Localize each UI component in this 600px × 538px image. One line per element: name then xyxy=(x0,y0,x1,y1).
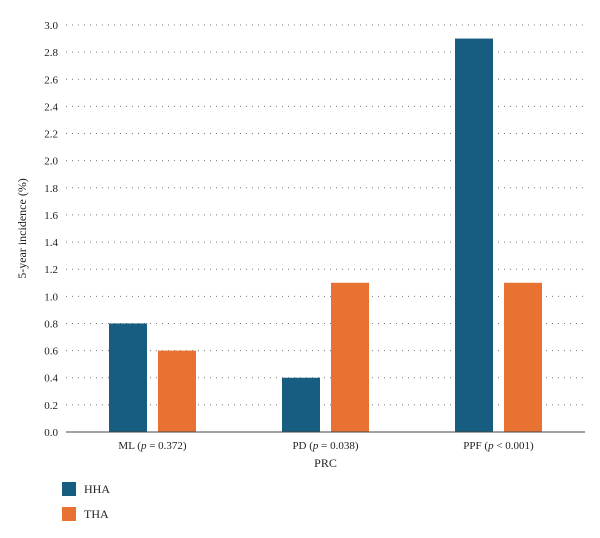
y-axis-title: 5-year incidence (%) xyxy=(15,178,29,279)
legend-label-hha: HHA xyxy=(84,481,110,496)
bar-hha-0 xyxy=(109,323,147,432)
legend-label-tha: THA xyxy=(84,506,109,521)
y-tick-label: 0.4 xyxy=(44,373,58,385)
bar-tha-1 xyxy=(331,282,369,432)
y-tick-label: 1.8 xyxy=(44,183,58,195)
bar-tha-0 xyxy=(158,350,196,432)
y-tick-label: 2.2 xyxy=(44,129,58,141)
y-tick-label: 0.2 xyxy=(44,400,58,412)
x-tick-label: ML (p = 0.372) xyxy=(118,440,186,452)
y-tick-labels: 0.0 0.2 0.4 0.6 0.8 1.0 1.2 1.4 1.6 1.8 2.0 2.2 2.4 2… xyxy=(44,20,58,439)
y-tick-label: 2.8 xyxy=(44,47,58,59)
y-tick-label: 2.0 xyxy=(44,156,58,168)
x-tick-label: PD (p = 0.038) xyxy=(292,440,358,452)
y-tick-label: 0.8 xyxy=(44,318,58,330)
y-tick-label: 2.4 xyxy=(44,101,58,113)
legend-item-tha: THA xyxy=(62,506,110,522)
legend-swatch-tha xyxy=(62,507,76,521)
bar-tha-2 xyxy=(504,282,542,432)
y-tick-label: 1.2 xyxy=(44,264,58,276)
bars xyxy=(109,38,542,433)
y-tick-label: 0.6 xyxy=(44,346,58,358)
y-tick-label: 1.6 xyxy=(44,210,58,222)
bar-hha-2 xyxy=(455,38,493,433)
y-tick-label: 1.0 xyxy=(44,291,58,303)
y-tick-label: 0.0 xyxy=(44,427,58,439)
gridlines xyxy=(66,24,585,406)
x-axis-title: PRC xyxy=(314,456,337,470)
x-tick-labels: ML (p = 0.372) PD (p = 0.038) PPF (p < 0.0… xyxy=(118,440,534,452)
y-tick-label: 3.0 xyxy=(44,20,58,32)
x-tick-label: PPF (p < 0.001) xyxy=(463,440,534,452)
legend-swatch-hha xyxy=(62,482,76,496)
legend-item-hha: HHA xyxy=(62,481,110,497)
bar-chart: 0.0 0.2 0.4 0.6 0.8 1.0 1.2 1.4 1.6 1.8 2.0 2.2 2.4 2… xyxy=(15,20,585,470)
legend: HHA THA xyxy=(62,481,110,531)
y-tick-label: 1.4 xyxy=(44,237,58,249)
bar-hha-1 xyxy=(282,377,320,432)
y-tick-label: 2.6 xyxy=(44,74,58,86)
